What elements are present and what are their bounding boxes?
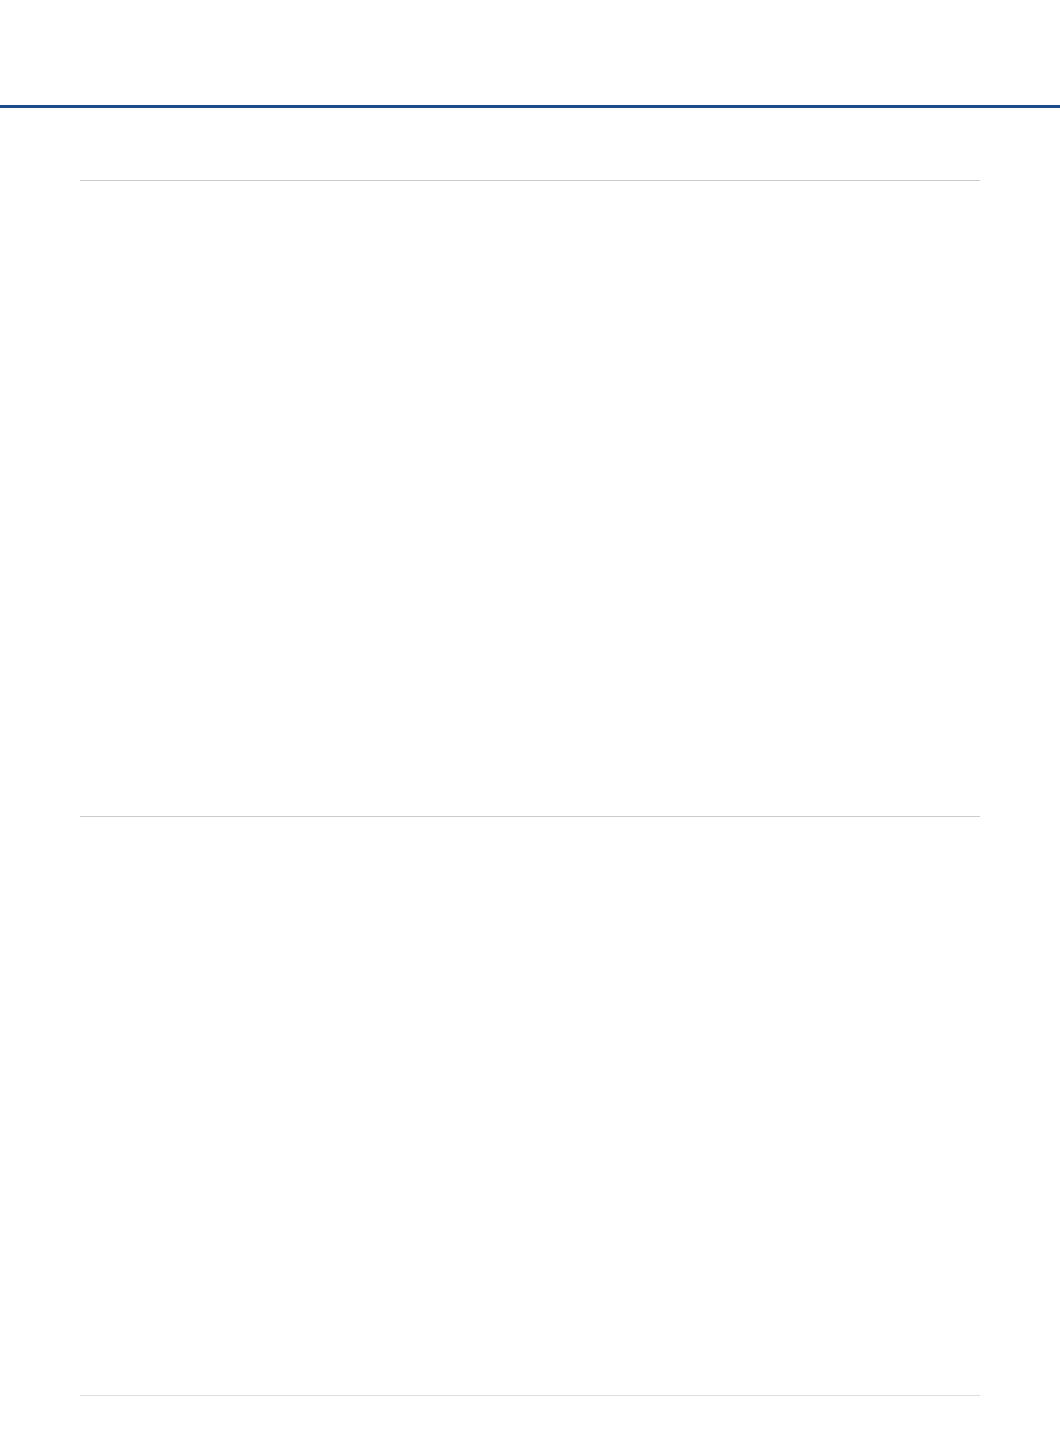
header-rule	[0, 105, 1060, 108]
temp-chart-wrap	[545, 847, 980, 1060]
temperature-chart	[553, 855, 973, 1055]
page-footer	[80, 1395, 980, 1408]
operating-conditions-row	[80, 847, 980, 1060]
fuse-curves-chart	[190, 211, 870, 771]
section-rule-2	[80, 816, 980, 817]
conditions-bullets	[80, 847, 515, 1060]
section-rule-1	[80, 180, 980, 181]
fuse-chart-container	[80, 211, 980, 771]
page-content	[80, 140, 980, 1060]
